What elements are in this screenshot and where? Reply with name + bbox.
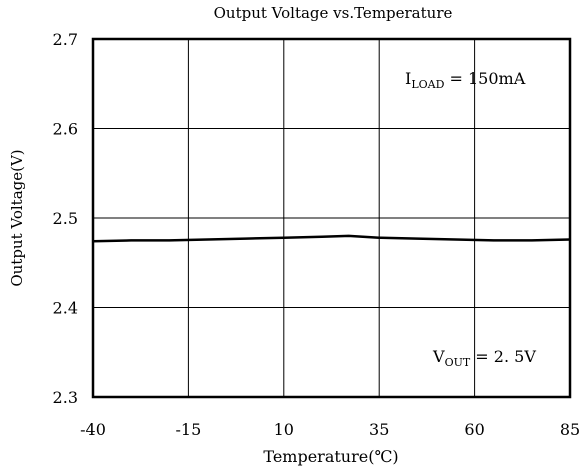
x-tick-label: 35	[369, 420, 389, 439]
series-line	[92, 234, 571, 243]
x-tick-label: -15	[176, 420, 202, 439]
y-axis-label: Output Voltage(V)	[8, 149, 26, 286]
x-tick-label: 85	[560, 420, 580, 439]
annotation-load-current-value: = 150mA	[444, 69, 525, 88]
y-tick-label: 2.6	[53, 120, 78, 139]
x-axis-label: Temperature(℃)	[263, 447, 398, 466]
series-layer	[92, 234, 571, 243]
x-tick-label: 10	[274, 420, 294, 439]
annotation-output-voltage-base: V	[432, 347, 445, 366]
y-tick-labels: 2.7 2.6 2.5 2.4 2.3	[53, 30, 78, 407]
annotation-load-current: ILOAD = 150mA	[405, 69, 526, 91]
y-tick-label: 2.3	[53, 388, 78, 407]
y-tick-label: 2.4	[53, 299, 78, 318]
annotation-output-voltage: VOUT = 2. 5V	[432, 347, 536, 369]
grid	[93, 39, 570, 397]
x-tick-label: 60	[464, 420, 484, 439]
x-tick-label: -40	[80, 420, 106, 439]
annotation-load-current-base: I	[405, 69, 411, 88]
annotation-output-voltage-sub: OUT	[445, 356, 471, 369]
plot-area-frame	[91, 37, 572, 399]
annotation-output-voltage-value: = 2. 5V	[470, 347, 536, 366]
annotation-load-current-sub: LOAD	[411, 78, 444, 91]
chart-title: Output Voltage vs.Temperature	[214, 4, 453, 22]
y-tick-label: 2.5	[53, 209, 78, 228]
x-tick-labels: -40 -15 10 35 60 85	[80, 420, 580, 439]
y-tick-label: 2.7	[53, 30, 78, 49]
